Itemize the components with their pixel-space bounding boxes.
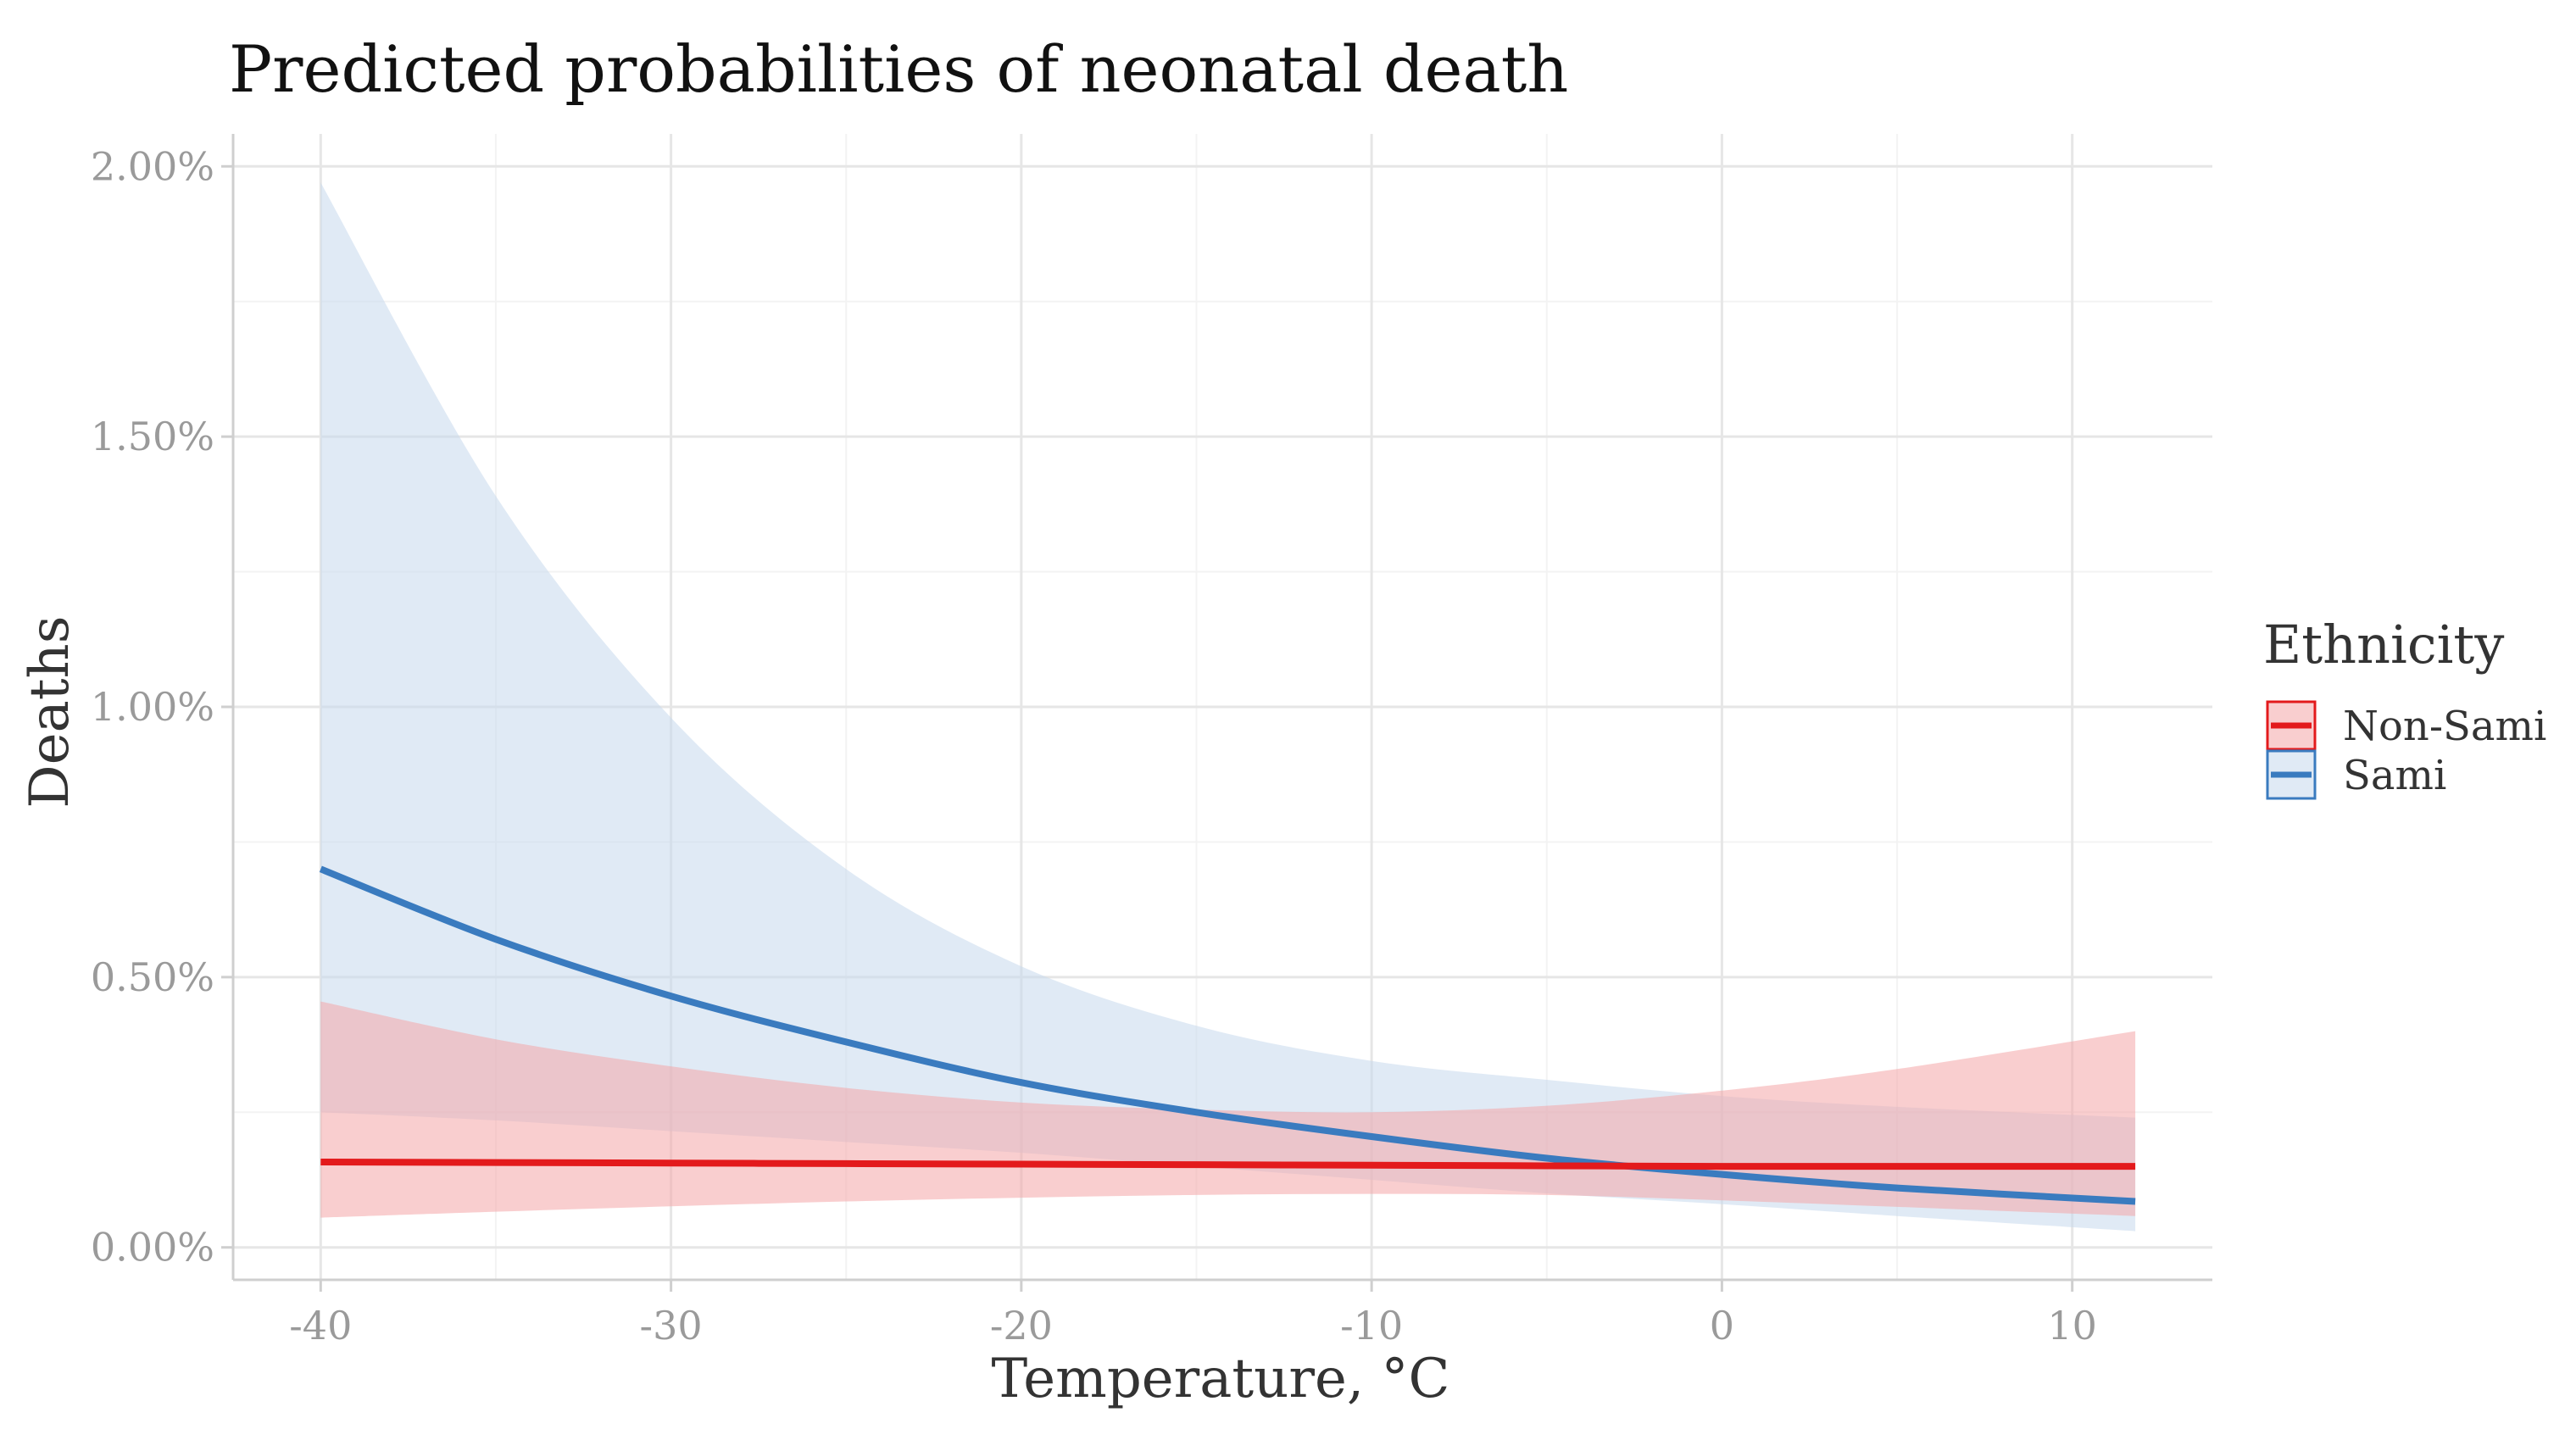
x-tick-label: -20	[990, 1303, 1053, 1348]
legend-label-non-sami: Non-Sami	[2343, 703, 2546, 750]
y-tick-label: 1.50%	[91, 414, 214, 459]
line-sami	[319, 865, 2136, 1205]
x-tick-label: -30	[640, 1303, 703, 1348]
legend-title: Ethnicity	[2263, 614, 2504, 676]
y-tick-label: 1.00%	[91, 684, 214, 730]
y-tick-label: 0.00%	[91, 1225, 214, 1271]
y-axis-title: Deaths	[19, 615, 81, 808]
line-non-sami	[320, 1158, 2136, 1170]
x-tick-label: -40	[289, 1303, 352, 1348]
x-tick-label: 0	[1710, 1303, 1734, 1348]
legend-label-sami: Sami	[2343, 752, 2446, 799]
y-tick-labels: 0.00% 0.50% 1.00% 1.50% 2.00%	[91, 143, 214, 1270]
x-tick-label: 10	[2047, 1303, 2097, 1348]
axes	[221, 134, 2212, 1292]
y-tick-label: 2.00%	[91, 143, 214, 189]
band-sami	[320, 182, 2136, 1232]
x-axis-title: Temperature, °C	[992, 1348, 1450, 1410]
x-tick-label: -10	[1340, 1303, 1403, 1348]
series-lines	[319, 865, 2136, 1205]
y-tick-label: 0.50%	[91, 954, 214, 1000]
x-tick-labels: -40 -30 -20 -10 0 10	[289, 1303, 2097, 1348]
chart-title: Predicted probabilities of neonatal deat…	[229, 31, 1568, 107]
